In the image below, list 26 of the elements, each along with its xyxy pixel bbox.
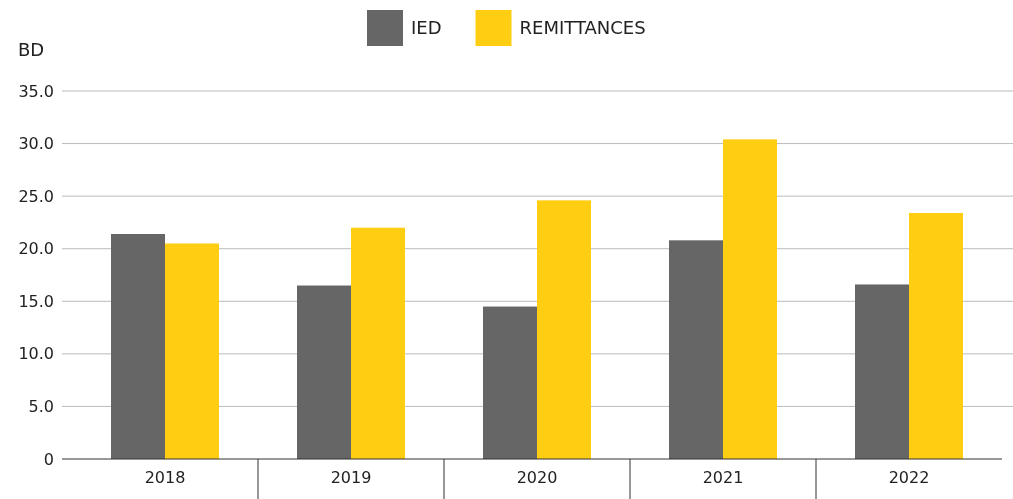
bar xyxy=(855,284,909,459)
legend-label: REMITTANCES xyxy=(519,17,646,39)
x-tick-label: 2022 xyxy=(888,468,930,487)
x-tick-label: 2020 xyxy=(516,468,558,487)
bar xyxy=(537,200,591,459)
legend-label: IED xyxy=(411,17,442,39)
bar xyxy=(669,240,723,459)
bar xyxy=(351,227,405,459)
y-tick-label: 35.0 xyxy=(18,81,54,101)
bar xyxy=(723,139,777,459)
bar xyxy=(909,212,963,459)
bar xyxy=(165,243,219,459)
x-tick-label: 2019 xyxy=(330,468,372,487)
bar xyxy=(111,233,165,459)
y-tick-label: 15.0 xyxy=(18,291,54,311)
x-tick-label: 2018 xyxy=(144,468,186,487)
bar xyxy=(297,285,351,459)
x-tick-label: 2021 xyxy=(702,468,744,487)
y-tick-label: 30.0 xyxy=(18,134,54,154)
y-tick-label: 25.0 xyxy=(18,186,54,206)
y-tick-label: 5.0 xyxy=(28,397,54,417)
y-axis-title: BD xyxy=(18,39,45,60)
y-tick-label: 20.0 xyxy=(18,239,54,259)
y-tick-label: 10.0 xyxy=(18,344,54,364)
bar xyxy=(483,306,537,459)
y-tick-label: 0 xyxy=(43,449,54,469)
